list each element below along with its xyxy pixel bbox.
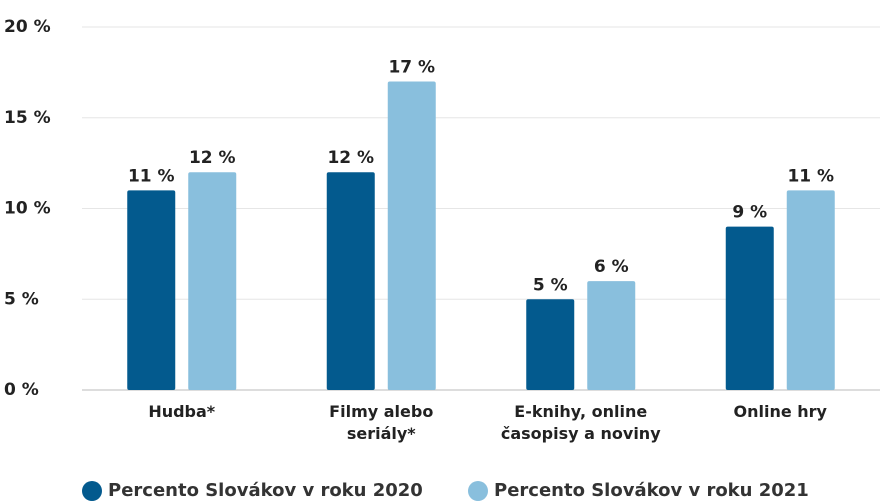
legend-item: Percento Slovákov v roku 2020 (82, 480, 423, 501)
value-label: 17 % (388, 57, 435, 77)
value-label: 11 % (128, 166, 175, 186)
bar (387, 81, 436, 390)
bar (326, 172, 375, 390)
value-label: 5 % (533, 275, 568, 295)
bar (786, 190, 835, 390)
value-label: 6 % (594, 257, 629, 277)
y-tick-label: 10 % (4, 199, 51, 219)
x-tick-label: Hudba* (148, 402, 216, 421)
x-tick-label: E-knihy, online časopisy a noviny (500, 402, 661, 443)
bar (725, 226, 774, 390)
bar (526, 299, 575, 390)
bar (587, 281, 636, 390)
value-label: 9 % (732, 203, 767, 223)
value-label: 12 % (189, 148, 236, 168)
y-tick-label: 20 % (4, 17, 51, 37)
y-tick-label: 5 % (4, 289, 39, 309)
x-tick-label: Online hry (733, 402, 827, 421)
legend-label: Percento Slovákov v roku 2020 (108, 480, 423, 501)
y-tick-label: 0 % (4, 380, 39, 400)
y-tick-label: 15 % (4, 108, 51, 128)
bar (127, 190, 176, 390)
value-label: 11 % (787, 166, 834, 186)
legend-item: Percento Slovákov v roku 2021 (468, 480, 809, 501)
x-tick-label: Filmy alebo seriály* (329, 402, 434, 443)
value-label: 12 % (327, 148, 374, 168)
legend-swatch (82, 480, 102, 501)
legend-label: Percento Slovákov v roku 2021 (494, 480, 809, 501)
bar (188, 172, 237, 390)
legend-swatch (468, 480, 488, 501)
